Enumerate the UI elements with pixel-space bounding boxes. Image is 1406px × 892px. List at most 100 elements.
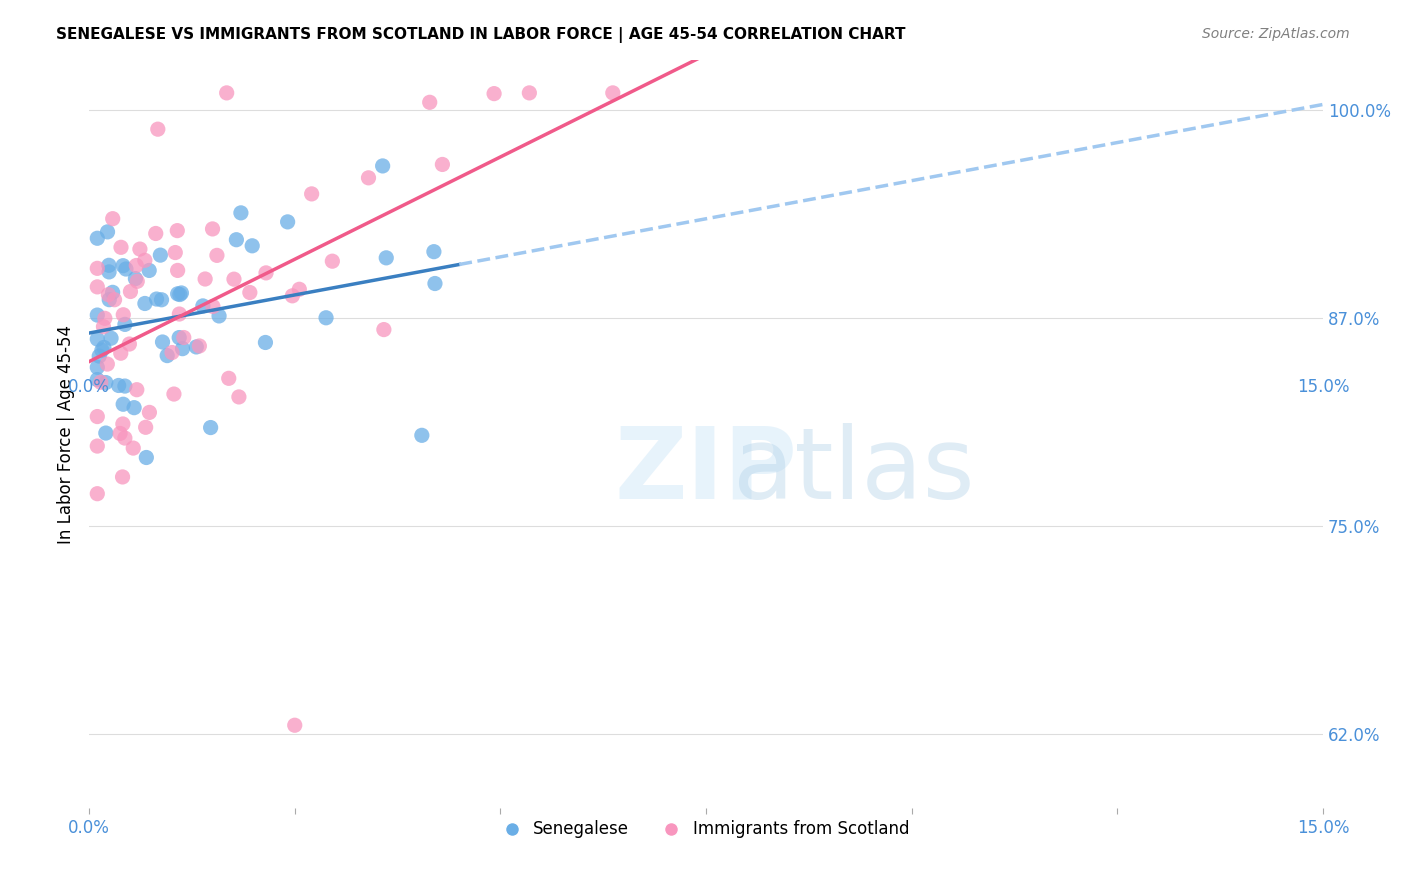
Point xyxy=(96,225,118,239)
Point xyxy=(135,450,157,465)
Point xyxy=(97,258,120,272)
Point xyxy=(110,240,132,254)
Point xyxy=(152,334,174,349)
Point xyxy=(122,441,145,455)
Point xyxy=(127,274,149,288)
Point xyxy=(201,222,224,236)
Point xyxy=(86,360,108,375)
Point xyxy=(315,310,337,325)
Point xyxy=(134,296,156,310)
Point xyxy=(111,470,134,484)
Point xyxy=(165,245,187,260)
Point xyxy=(357,170,380,185)
Point xyxy=(94,376,117,390)
Point xyxy=(86,280,108,294)
Point xyxy=(156,349,179,363)
Text: 15.0%: 15.0% xyxy=(1296,378,1350,396)
Point xyxy=(191,299,214,313)
Point xyxy=(115,262,138,277)
Point xyxy=(284,718,307,732)
Point xyxy=(172,342,194,356)
Point xyxy=(134,253,156,268)
Point xyxy=(254,266,277,280)
Point xyxy=(125,383,148,397)
Text: 0.0%: 0.0% xyxy=(67,378,110,396)
Point xyxy=(110,346,132,360)
Point xyxy=(86,373,108,387)
Point xyxy=(114,379,136,393)
Y-axis label: In Labor Force | Age 45-54: In Labor Force | Age 45-54 xyxy=(58,325,75,543)
Legend: Senegalese, Immigrants from Scotland: Senegalese, Immigrants from Scotland xyxy=(496,814,915,845)
Point xyxy=(228,390,250,404)
Point xyxy=(86,261,108,276)
Point xyxy=(166,263,188,277)
Point xyxy=(108,426,131,441)
Point xyxy=(89,349,111,363)
Point xyxy=(288,282,311,296)
Point xyxy=(86,439,108,453)
Point xyxy=(200,420,222,434)
Point xyxy=(281,289,304,303)
Point xyxy=(97,287,120,301)
Point xyxy=(254,335,277,350)
Point xyxy=(93,341,115,355)
Point xyxy=(321,254,343,268)
Point xyxy=(129,242,152,256)
Text: Source: ZipAtlas.com: Source: ZipAtlas.com xyxy=(1202,27,1350,41)
Point xyxy=(169,307,191,321)
Point xyxy=(122,401,145,415)
Point xyxy=(218,371,240,385)
Point xyxy=(86,231,108,245)
Point xyxy=(419,95,441,110)
Point xyxy=(519,86,541,100)
Point xyxy=(163,387,186,401)
Point xyxy=(94,311,117,326)
Point xyxy=(138,263,160,277)
Point xyxy=(86,409,108,424)
Point xyxy=(103,293,125,307)
Point xyxy=(112,308,135,322)
Point xyxy=(201,300,224,314)
Point xyxy=(93,319,115,334)
Point xyxy=(114,318,136,332)
Point xyxy=(240,239,263,253)
Point xyxy=(86,308,108,322)
Point xyxy=(135,420,157,434)
Point xyxy=(98,293,121,307)
Point xyxy=(215,86,238,100)
Point xyxy=(188,339,211,353)
Point xyxy=(118,337,141,351)
Point xyxy=(169,287,191,301)
Point xyxy=(150,293,173,307)
Point xyxy=(239,285,262,300)
Point xyxy=(111,417,134,431)
Point xyxy=(90,376,112,390)
Point xyxy=(432,157,454,171)
Point xyxy=(149,248,172,262)
Point xyxy=(205,248,228,262)
Point xyxy=(411,428,433,442)
Point xyxy=(145,227,167,241)
Point xyxy=(120,285,142,299)
Point xyxy=(90,343,112,358)
Point xyxy=(114,431,136,445)
Point xyxy=(112,259,135,273)
Point xyxy=(208,309,231,323)
Point xyxy=(100,331,122,345)
Point xyxy=(86,332,108,346)
Point xyxy=(167,330,190,344)
Point xyxy=(86,486,108,500)
Point xyxy=(173,330,195,344)
Point xyxy=(186,340,208,354)
Point xyxy=(373,322,395,336)
Point xyxy=(166,286,188,301)
Point xyxy=(277,215,299,229)
Point xyxy=(101,211,124,226)
Text: SENEGALESE VS IMMIGRANTS FROM SCOTLAND IN LABOR FORCE | AGE 45-54 CORRELATION CH: SENEGALESE VS IMMIGRANTS FROM SCOTLAND I… xyxy=(56,27,905,43)
Point xyxy=(166,224,188,238)
Point xyxy=(229,206,252,220)
Point xyxy=(371,159,394,173)
Text: ZIP: ZIP xyxy=(614,423,797,520)
Point xyxy=(146,122,169,136)
Point xyxy=(375,251,398,265)
